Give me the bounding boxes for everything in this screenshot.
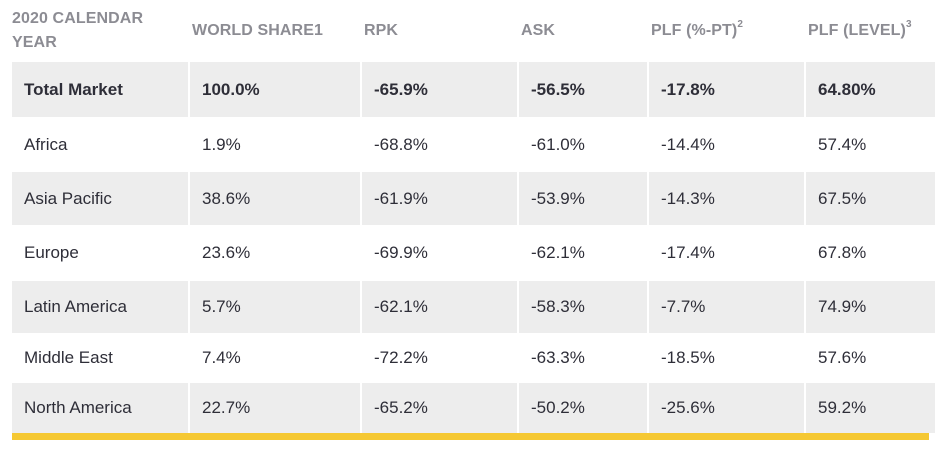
cell-ask: -58.3% xyxy=(519,281,647,333)
cell-plf-level: 59.2% xyxy=(806,383,935,433)
cell-plf-level: 74.9% xyxy=(806,281,935,333)
cell-plf-level: 57.4% xyxy=(806,117,935,172)
header-plf-pt: PLF (%-PT)2 xyxy=(651,19,743,39)
footnote-marker: 3 xyxy=(905,19,912,30)
cell-world-share: 22.7% xyxy=(190,383,360,433)
cell-world-share: 100.0% xyxy=(190,62,360,117)
header-rpk: RPK xyxy=(364,22,399,39)
cell-rpk: -69.9% xyxy=(362,225,517,281)
cell-plf-level: 67.5% xyxy=(806,172,935,225)
cell-plf-level: 67.8% xyxy=(806,225,935,281)
cell-plf-pt: -7.7% xyxy=(649,281,804,333)
passenger-market-table: 2020 CALENDAR YEAR WORLD SHARE1 RPK ASK … xyxy=(10,0,937,433)
cell-world-share: 1.9% xyxy=(190,117,360,172)
header-calendar-year: 2020 CALENDAR YEAR xyxy=(12,10,144,51)
cell-world-share: 7.4% xyxy=(190,333,360,383)
cell-ask: -50.2% xyxy=(519,383,647,433)
table-row: Latin America 5.7% -62.1% -58.3% -7.7% 7… xyxy=(12,281,935,333)
cell-world-share: 23.6% xyxy=(190,225,360,281)
cell-rpk: -65.2% xyxy=(362,383,517,433)
cell-plf-pt: -14.4% xyxy=(649,117,804,172)
cell-plf-pt: -25.6% xyxy=(649,383,804,433)
cell-world-share: 5.7% xyxy=(190,281,360,333)
cell-region: Middle East xyxy=(12,333,188,383)
table-header-row: 2020 CALENDAR YEAR WORLD SHARE1 RPK ASK … xyxy=(12,0,935,62)
table-row: Asia Pacific 38.6% -61.9% -53.9% -14.3% … xyxy=(12,172,935,225)
cell-rpk: -61.9% xyxy=(362,172,517,225)
data-table-container: 2020 CALENDAR YEAR WORLD SHARE1 RPK ASK … xyxy=(12,0,935,433)
cell-region: Total Market xyxy=(12,62,188,117)
cell-plf-pt: -14.3% xyxy=(649,172,804,225)
footnote-marker: 2 xyxy=(737,19,743,30)
table-row: Middle East 7.4% -72.2% -63.3% -18.5% 57… xyxy=(12,333,935,383)
cell-region: Africa xyxy=(12,117,188,172)
cell-rpk: -65.9% xyxy=(362,62,517,117)
table-row: Africa 1.9% -68.8% -61.0% -14.4% 57.4% xyxy=(12,117,935,172)
table-bottom-accent-bar xyxy=(12,433,929,440)
cell-world-share: 38.6% xyxy=(190,172,360,225)
cell-plf-pt: -17.8% xyxy=(649,62,804,117)
cell-ask: -56.5% xyxy=(519,62,647,117)
cell-region: Europe xyxy=(12,225,188,281)
cell-rpk: -62.1% xyxy=(362,281,517,333)
table-row-total-market: Total Market 100.0% -65.9% -56.5% -17.8%… xyxy=(12,62,935,117)
cell-ask: -63.3% xyxy=(519,333,647,383)
cell-plf-level: 57.6% xyxy=(806,333,935,383)
table-row: Europe 23.6% -69.9% -62.1% -17.4% 67.8% xyxy=(12,225,935,281)
cell-region: North America xyxy=(12,383,188,433)
cell-ask: -61.0% xyxy=(519,117,647,172)
cell-region: Asia Pacific xyxy=(12,172,188,225)
cell-ask: -62.1% xyxy=(519,225,647,281)
cell-plf-level: 64.80% xyxy=(806,62,935,117)
cell-rpk: -68.8% xyxy=(362,117,517,172)
cell-rpk: -72.2% xyxy=(362,333,517,383)
table-row: North America 22.7% -65.2% -50.2% -25.6%… xyxy=(12,383,935,433)
header-plf-level: PLF (LEVEL)3 xyxy=(808,19,912,39)
cell-plf-pt: -18.5% xyxy=(649,333,804,383)
header-world-share: WORLD SHARE1 xyxy=(192,22,323,39)
cell-region: Latin America xyxy=(12,281,188,333)
header-ask: ASK xyxy=(521,22,556,39)
cell-plf-pt: -17.4% xyxy=(649,225,804,281)
cell-ask: -53.9% xyxy=(519,172,647,225)
